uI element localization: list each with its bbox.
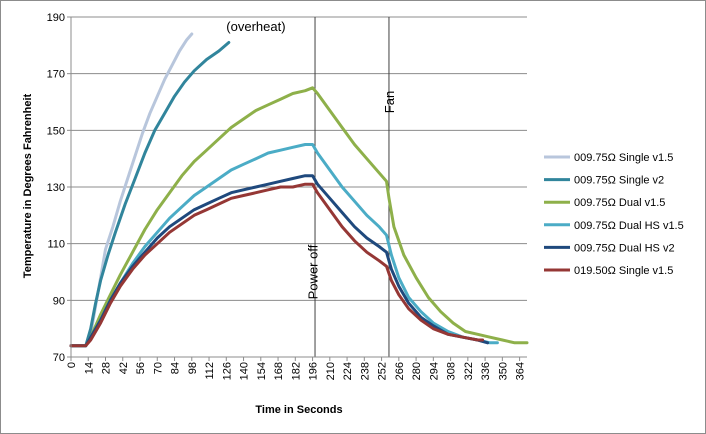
x-tick-label: 140 <box>239 362 251 380</box>
x-tick-label: 42 <box>118 362 130 374</box>
y-tick-label: 150 <box>47 125 65 137</box>
series-line <box>69 174 490 348</box>
x-tick-label: 350 <box>497 362 509 380</box>
x-tick-label: 224 <box>342 362 354 380</box>
x-tick-label: 252 <box>377 362 389 380</box>
x-tick-label: 0 <box>66 362 78 368</box>
annotation-label: (overheat) <box>226 19 285 34</box>
x-tick-label: 308 <box>446 362 458 380</box>
x-tick-label: 238 <box>359 362 371 380</box>
y-tick-label: 170 <box>47 69 65 81</box>
y-tick-label: 190 <box>47 12 65 24</box>
x-tick-label: 280 <box>411 362 423 380</box>
series-line <box>69 41 231 348</box>
x-tick-labels: 0 14 28 42 56 70 84 98 112 126 140 154 168 182 196 210 2… <box>66 362 527 380</box>
legend-label: 009.75Ω Dual HS v2 <box>574 242 675 254</box>
x-tick-label: 126 <box>221 362 233 380</box>
legend: 009.75Ω Single v1.5 009.75Ω Single v2 009.… <box>544 152 684 277</box>
legend-label: 019.50Ω Single v1.5 <box>574 265 673 277</box>
x-tick-label: 112 <box>204 362 216 380</box>
y-tick-label: 130 <box>47 182 65 194</box>
legend-label: 009.75Ω Single v2 <box>574 175 664 187</box>
x-tick-label: 154 <box>256 362 268 380</box>
y-tick-label: 90 <box>53 295 65 307</box>
y-tick-label: 70 <box>53 352 65 364</box>
x-tick-label: 14 <box>83 362 95 374</box>
y-axis-title: Temperature in Degrees Fahrenheit <box>22 93 34 278</box>
x-tick-label: 28 <box>101 362 113 374</box>
axes <box>70 17 527 361</box>
annotation-label: Power off <box>305 244 320 299</box>
series-layer <box>69 32 529 348</box>
x-tick-label: 266 <box>394 362 406 380</box>
series-line <box>69 182 485 348</box>
x-tick-label: 294 <box>428 362 440 380</box>
x-tick-label: 322 <box>463 362 475 380</box>
x-tick-label: 364 <box>515 362 527 380</box>
x-axis-title: Time in Seconds <box>255 404 342 416</box>
series-line <box>69 86 529 348</box>
x-tick-label: 182 <box>290 362 302 380</box>
x-tick-label: 210 <box>325 362 337 380</box>
x-tick-label: 98 <box>187 362 199 374</box>
x-tick-label: 168 <box>273 362 285 380</box>
legend-label: 009.75Ω Dual HS v1.5 <box>574 220 684 232</box>
x-tick-label: 70 <box>152 362 164 374</box>
legend-label: 009.75Ω Single v1.5 <box>574 152 673 164</box>
y-tick-label: 110 <box>47 239 65 251</box>
annotations: (overheat) Power off Fan <box>226 19 397 299</box>
annotation-label: Fan <box>382 91 397 113</box>
x-tick-label: 336 <box>480 362 492 380</box>
legend-label: 009.75Ω Dual v1.5 <box>574 197 665 209</box>
x-tick-label: 84 <box>170 362 182 374</box>
series-line <box>69 143 499 348</box>
y-tick-labels: 70 90 110 130 150 170 190 <box>47 12 65 364</box>
x-tick-label: 56 <box>135 362 147 374</box>
x-tick-label: 196 <box>308 362 320 380</box>
